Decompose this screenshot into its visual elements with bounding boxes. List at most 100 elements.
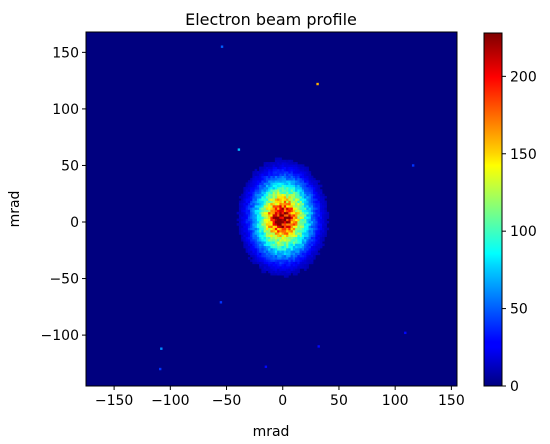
beam-cell [272,191,276,195]
beam-cell [272,168,276,172]
beam-cell [254,252,258,256]
beam-cell [310,232,314,235]
beam-cell [295,162,298,165]
beam-cell [313,236,316,240]
beam-cell [306,211,309,215]
beam-cell [286,245,289,249]
beam-cell [277,272,280,276]
beam-cell [254,227,258,231]
beam-cell [288,232,291,235]
beam-cell [268,211,271,215]
beam-cell [241,225,244,228]
beam-cell [256,243,260,247]
beam-cell [268,205,271,208]
beam-cell [310,236,314,240]
beam-cell [304,180,307,183]
hot-pixel [316,82,319,86]
beam-cell [250,229,253,233]
beam-cell [297,263,300,267]
beam-cell [304,225,307,228]
beam-cell [281,245,285,249]
y-tick-label: 0 [70,215,79,231]
beam-cell [299,261,303,265]
beam-cell [268,270,271,274]
beam-cell [306,229,309,233]
beam-cell [277,198,280,201]
beam-cell [288,211,291,215]
beam-cell [245,232,249,235]
beam-cell [297,223,300,226]
beam-cell [272,238,276,242]
beam-cell [286,232,289,235]
beam-cell [324,207,327,210]
beam-cell [308,225,312,228]
beam-cell [238,214,242,217]
beam-cell [299,198,303,201]
beam-cell [283,186,287,190]
beam-cell [268,193,271,197]
heatmap-plot-area [85,31,458,387]
beam-cell [317,232,321,235]
beam-cell [277,207,280,210]
beam-cell [295,168,298,172]
beam-cell [270,189,273,192]
beam-cell [241,234,244,238]
hot-pixel [404,331,407,335]
beam-cell [297,266,300,269]
beam-cell [265,241,269,244]
beam-cell [315,245,318,249]
beam-cell [313,227,316,231]
beam-cell [265,175,269,179]
beam-cell [263,248,267,251]
beam-cell [283,177,287,181]
beam-cell [259,168,262,172]
beam-cell [322,195,325,199]
beam-cell [286,205,289,208]
beam-cell [308,175,312,179]
beam-cell [263,182,267,185]
beam-cell [292,182,296,185]
beam-cell [263,257,267,260]
beam-cell [254,241,258,244]
beam-cell [286,189,289,192]
beam-cell [263,250,267,253]
beam-cell [252,189,255,192]
beam-cell [306,186,309,190]
beam-cell [247,216,251,219]
beam-cell [301,259,305,262]
beam-cell [286,159,289,163]
beam-cell [301,202,305,206]
beam-cell [274,241,278,244]
beam-cell [292,238,296,242]
beam-cell [288,209,291,213]
colorbar-gradient [483,32,503,387]
beam-cell [292,166,296,170]
beam-cell [247,218,251,222]
beam-cell [261,229,264,233]
beam-cell [281,259,285,262]
beam-cell [295,229,298,233]
beam-cell [313,250,316,253]
beam-cell [270,268,273,271]
beam-cell [317,189,321,192]
beam-cell [286,173,289,176]
beam-cell [304,220,307,224]
beam-cell [310,243,314,247]
beam-cell [292,162,296,165]
beam-cell [279,211,282,215]
beam-cell [272,236,276,240]
beam-cell [288,198,291,201]
beam-cell [292,200,296,204]
beam-cell [272,252,276,256]
beam-cell [272,270,276,274]
beam-cell [245,216,249,219]
beam-cell [241,209,244,213]
beam-cell [292,225,296,228]
beam-cell [261,198,264,201]
beam-cell [250,236,253,240]
beam-cell [288,214,291,217]
beam-cell [247,189,251,192]
beam-cell [301,175,305,179]
beam-cell [286,257,289,260]
